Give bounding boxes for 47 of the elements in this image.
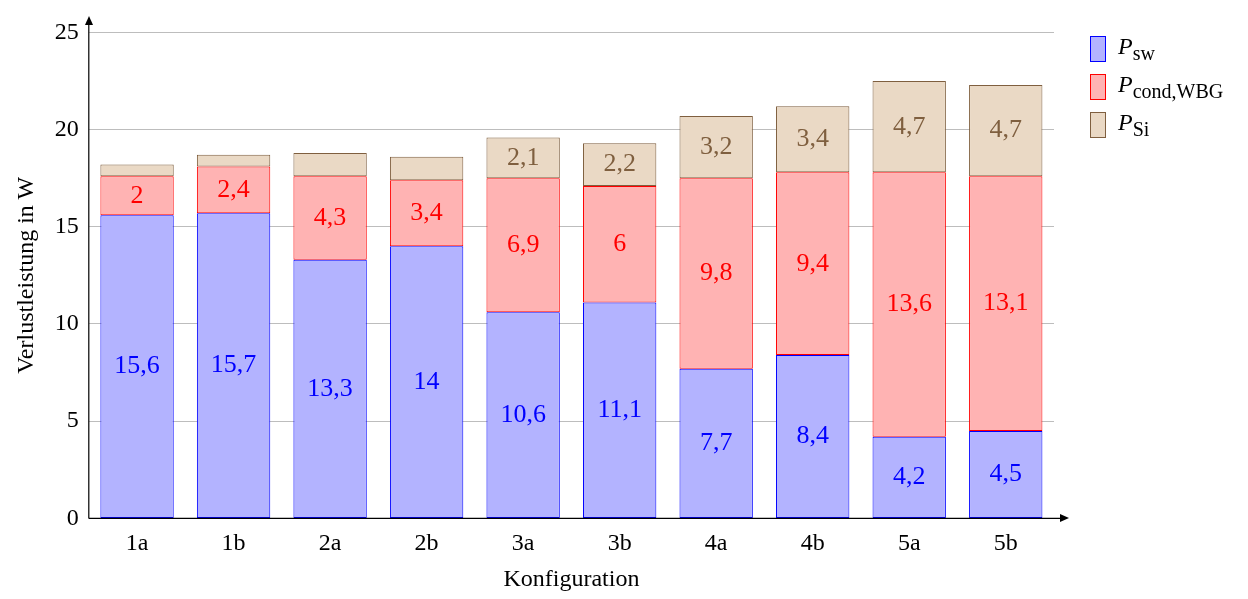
data-label: 4,7: [989, 114, 1022, 144]
data-label: 10,6: [500, 398, 546, 428]
x-axis-title: Konfiguration: [503, 564, 640, 591]
x-tick-label: 3b: [607, 529, 632, 556]
y-tick-label: 5: [66, 406, 79, 433]
x-tick-label: 1b: [221, 529, 246, 556]
data-label: 7,7: [699, 427, 733, 457]
data-label: 4,5: [989, 458, 1022, 488]
data-label: 13,6: [886, 288, 932, 318]
data-label: 4,2: [892, 461, 926, 491]
legend-label: P$_{Si}$: [1118, 109, 1150, 141]
data-label: 14: [413, 365, 440, 395]
x-tick-label: 2a: [318, 529, 342, 556]
data-label: 8,4: [796, 420, 829, 450]
y-tick-label: 20: [54, 114, 79, 141]
data-label: 13,3: [307, 372, 353, 402]
data-label: 11,1: [597, 394, 642, 424]
x-tick-label: 3a: [511, 529, 535, 556]
data-label: 3,4: [410, 197, 443, 227]
x-tick-label: 4b: [800, 529, 825, 556]
data-label: 6,9: [506, 229, 540, 259]
x-tick-label: 2b: [414, 529, 439, 556]
data-label: 6: [613, 228, 627, 258]
data-label: 15,6: [114, 350, 160, 380]
x-tick-label: 5a: [897, 529, 921, 556]
x-tick-label: 4a: [704, 529, 728, 556]
data-label: 2,4: [217, 173, 250, 203]
legend-label: P$_{sw}$: [1118, 33, 1155, 65]
data-label: 4,3: [313, 201, 347, 231]
data-label: 9,8: [699, 257, 733, 287]
data-label: 2: [130, 179, 144, 209]
data-label: 13,1: [982, 287, 1029, 317]
data-label: 15,7: [210, 349, 257, 379]
data-label: 4,7: [892, 110, 926, 140]
x-tick-label: 1a: [125, 529, 149, 556]
data-label: 2,1: [506, 141, 540, 171]
data-label: 3,2: [699, 130, 733, 160]
y-tick-label: 0: [66, 503, 79, 530]
x-tick-label: 5b: [993, 529, 1018, 556]
data-label: 9,4: [796, 247, 829, 277]
y-tick-label: 15: [54, 212, 79, 239]
data-label: 2,2: [603, 148, 636, 178]
y-axis-title: Verlustleistung in W: [11, 176, 38, 374]
y-tick-label: 25: [54, 17, 79, 44]
data-label: 3,4: [796, 123, 829, 153]
legend-label: P$_{cond,WBG}$: [1118, 71, 1224, 103]
y-tick-label: 10: [54, 309, 79, 336]
